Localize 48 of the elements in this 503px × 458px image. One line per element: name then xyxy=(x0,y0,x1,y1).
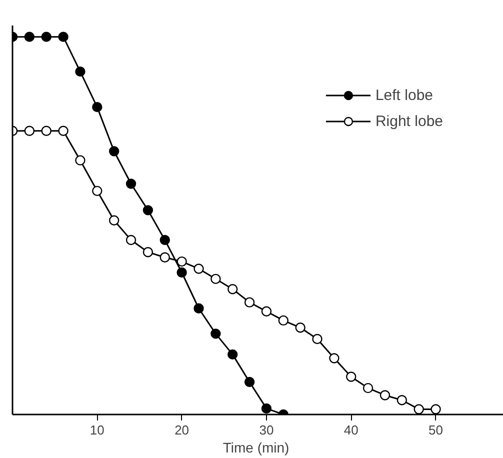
point xyxy=(24,32,35,42)
point xyxy=(210,328,221,339)
point xyxy=(244,297,255,308)
legend-label: Left lobe xyxy=(375,86,433,104)
point xyxy=(108,146,120,156)
point xyxy=(329,353,340,364)
point xyxy=(92,102,102,112)
point xyxy=(194,264,204,274)
point xyxy=(41,32,52,42)
point xyxy=(142,247,154,258)
point xyxy=(160,234,170,246)
point xyxy=(75,66,86,77)
x-tick-label: 10 xyxy=(90,422,104,438)
point xyxy=(261,306,272,316)
legend-label: Right lobe xyxy=(375,112,443,130)
point xyxy=(380,390,390,400)
point xyxy=(176,256,187,267)
point xyxy=(142,205,154,216)
point xyxy=(41,126,52,136)
point xyxy=(414,404,424,414)
point xyxy=(396,395,408,406)
point xyxy=(228,284,238,294)
point xyxy=(75,155,86,166)
point xyxy=(58,32,68,42)
x-tick-label: 20 xyxy=(174,422,190,438)
point xyxy=(58,126,68,136)
point xyxy=(362,382,374,394)
x-axis-title: Time (min) xyxy=(222,440,290,456)
point xyxy=(176,267,187,278)
point xyxy=(126,178,136,189)
point xyxy=(346,372,356,382)
point xyxy=(92,186,102,196)
point xyxy=(228,349,238,360)
point xyxy=(312,334,322,344)
point xyxy=(126,234,136,246)
x-tick-label: 40 xyxy=(344,422,358,438)
x-tick-label: 30 xyxy=(259,422,274,438)
point xyxy=(194,303,204,314)
point xyxy=(24,126,35,136)
point xyxy=(261,403,272,414)
point xyxy=(108,215,120,226)
point xyxy=(295,322,306,333)
point xyxy=(244,376,255,388)
point xyxy=(160,252,170,262)
point xyxy=(278,315,288,326)
point xyxy=(210,274,221,284)
point xyxy=(430,404,441,414)
x-tick-label: 50 xyxy=(428,422,444,438)
